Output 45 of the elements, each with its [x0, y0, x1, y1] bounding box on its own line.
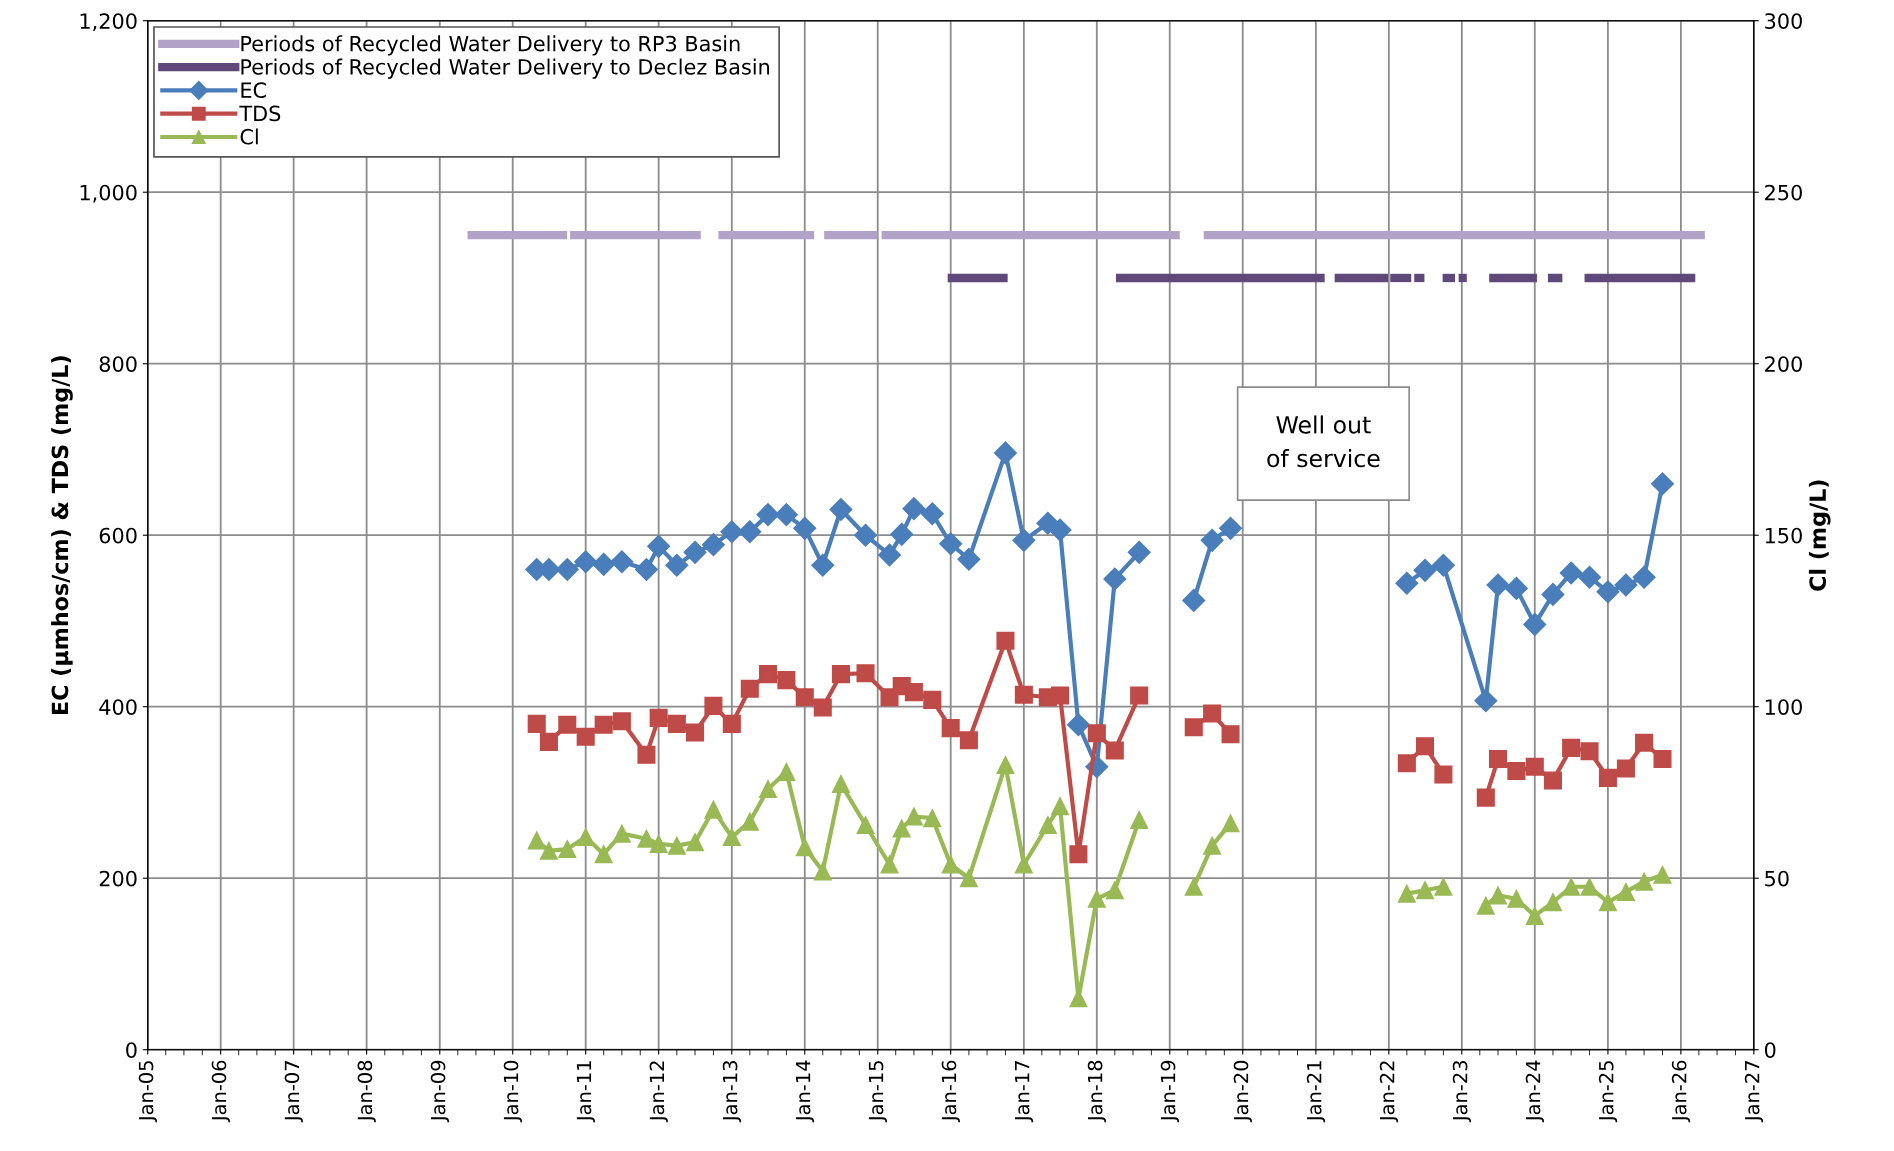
- legend-label: TDS: [239, 105, 281, 122]
- y-tick-label: 800: [99, 356, 137, 372]
- annotation: Well out of service: [1267, 415, 1380, 468]
- x-tick-label: Jan-27: [1744, 1061, 1764, 1123]
- y-tick-label: 0: [126, 1042, 137, 1058]
- y-tick-label: 200: [99, 870, 137, 887]
- y-tick-label: 1,200: [80, 13, 137, 32]
- x-tick-label: Jan-07: [284, 1061, 303, 1123]
- x-tick-label: Jan-09: [430, 1060, 450, 1123]
- x-tick-label: Jan-05: [138, 1061, 157, 1123]
- y2-tick-label: 50: [1765, 870, 1789, 887]
- y2-tick-label: 200: [1765, 356, 1802, 372]
- x-tick-label: Jan-17: [1015, 1061, 1034, 1123]
- x-tick-label: Jan-10: [503, 1060, 522, 1123]
- x-tick-label: Jan-11: [576, 1061, 595, 1123]
- legend-label: Cl: [240, 128, 258, 145]
- x-tick-label: Jan-23: [1452, 1060, 1472, 1123]
- x-tick-label: Jan-19: [1160, 1060, 1180, 1123]
- x-tick-label: Jan-14: [795, 1060, 815, 1123]
- y2-axis-title: Cl (mg/L): [1808, 480, 1831, 591]
- y-tick-label: 1,000: [80, 184, 137, 203]
- x-tick-label: Jan-22: [1379, 1061, 1399, 1123]
- x-tick-label: Jan-13: [722, 1060, 742, 1123]
- x-tick-label: Jan-25: [1598, 1061, 1618, 1123]
- x-tick-label: Jan-15: [868, 1061, 887, 1123]
- x-tick-label: Jan-20: [1233, 1060, 1252, 1123]
- legend-label: EC: [241, 82, 266, 98]
- y2-tick-label: 100: [1765, 699, 1802, 715]
- y-tick-label: 600: [99, 527, 137, 544]
- y2-tick-label: 150: [1765, 527, 1802, 544]
- y2-tick-label: 300: [1765, 13, 1802, 29]
- x-tick-label: Jan-26: [1671, 1060, 1691, 1123]
- legend-label: Periods of Recycled Water Delivery to RP3 Basin: [241, 35, 740, 56]
- x-tick-label: Jan-16: [941, 1060, 960, 1123]
- legend-label: Periods of Recycled Water Delivery to Declez Basin: [241, 58, 770, 79]
- x-tick-label: Jan-06: [211, 1060, 230, 1123]
- x-tick-label: Jan-18: [1087, 1060, 1107, 1123]
- x-tick-label: Jan-08: [357, 1060, 376, 1123]
- x-tick-label: Jan-24: [1525, 1060, 1545, 1123]
- y2-tick-label: 250: [1765, 184, 1802, 201]
- y-tick-label: 400: [99, 699, 137, 715]
- x-tick-label: Jan-12: [649, 1061, 668, 1123]
- x-tick-label: Jan-21: [1306, 1061, 1326, 1123]
- y-axis-title: EC (µmhos/cm) & TDS (mg/L): [51, 356, 73, 714]
- y2-tick-label: 0: [1764, 1042, 1776, 1058]
